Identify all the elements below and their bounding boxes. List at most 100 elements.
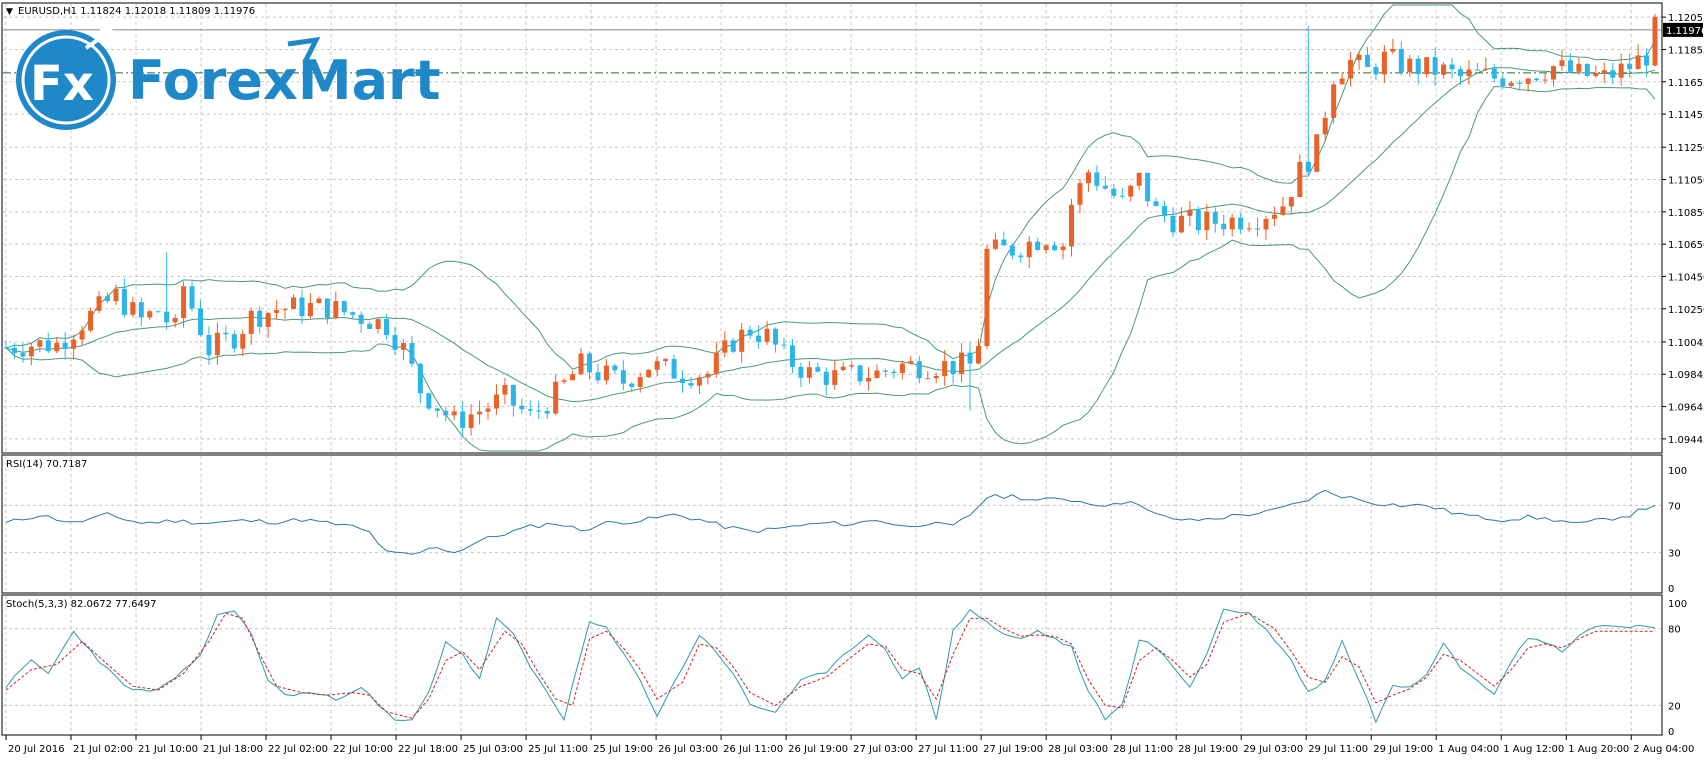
candle-bullish[interactable] xyxy=(1635,55,1641,70)
candle-bearish[interactable] xyxy=(586,353,592,373)
candle-bearish[interactable] xyxy=(3,347,9,349)
candle-bullish[interactable] xyxy=(1246,228,1252,230)
candle-bullish[interactable] xyxy=(316,298,322,304)
candle-bearish[interactable] xyxy=(671,359,677,379)
candle-bullish[interactable] xyxy=(570,374,576,381)
candle-bearish[interactable] xyxy=(1567,60,1573,72)
candle-bearish[interactable] xyxy=(1195,210,1201,231)
candle-bullish[interactable] xyxy=(713,352,719,374)
candle-bearish[interactable] xyxy=(45,340,51,352)
candle-bullish[interactable] xyxy=(1204,211,1210,231)
candle-bullish[interactable] xyxy=(172,318,178,323)
candle-bullish[interactable] xyxy=(1229,217,1235,230)
candle-bullish[interactable] xyxy=(1381,51,1387,75)
candle-bullish[interactable] xyxy=(959,352,965,374)
candle-bearish[interactable] xyxy=(460,411,466,428)
candle-bullish[interactable] xyxy=(1652,16,1658,66)
candle-bearish[interactable] xyxy=(1170,215,1176,233)
candle-bullish[interactable] xyxy=(468,414,474,428)
candle-bearish[interactable] xyxy=(1153,201,1159,207)
candle-bullish[interactable] xyxy=(485,408,491,412)
candle-bearish[interactable] xyxy=(231,334,237,349)
candle-bearish[interactable] xyxy=(527,409,533,411)
candle-bearish[interactable] xyxy=(426,393,432,409)
candle-bullish[interactable] xyxy=(832,370,838,385)
candle-bearish[interactable] xyxy=(688,383,694,386)
candle-bullish[interactable] xyxy=(1525,78,1531,84)
candle-bearish[interactable] xyxy=(1035,241,1041,250)
candle-bearish[interactable] xyxy=(967,352,973,364)
candle-bearish[interactable] xyxy=(891,371,897,373)
candle-bearish[interactable] xyxy=(384,319,390,336)
candle-bearish[interactable] xyxy=(121,288,127,315)
candle-bearish[interactable] xyxy=(350,312,356,315)
candle-bearish[interactable] xyxy=(747,329,753,336)
candle-bearish[interactable] xyxy=(950,360,956,374)
candle-bearish[interactable] xyxy=(324,298,330,318)
candle-bullish[interactable] xyxy=(849,365,855,367)
candle-bullish[interactable] xyxy=(874,370,880,379)
candle-bearish[interactable] xyxy=(443,410,449,416)
candle-bullish[interactable] xyxy=(37,340,43,347)
candle-bullish[interactable] xyxy=(1542,79,1548,81)
candle-bearish[interactable] xyxy=(1458,69,1464,77)
candle-bullish[interactable] xyxy=(1178,215,1184,233)
candle-bearish[interactable] xyxy=(206,334,212,356)
candle-bearish[interactable] xyxy=(629,383,635,387)
candle-bullish[interactable] xyxy=(240,333,246,349)
candle-bearish[interactable] xyxy=(1255,228,1261,230)
candle-bearish[interactable] xyxy=(1145,172,1151,202)
candle-bullish[interactable] xyxy=(130,302,136,315)
candle-bullish[interactable] xyxy=(1441,64,1447,75)
candle-bearish[interactable] xyxy=(536,410,542,412)
candle-bullish[interactable] xyxy=(88,310,94,331)
candle-bearish[interactable] xyxy=(612,365,618,371)
candle-bearish[interactable] xyxy=(882,370,888,372)
candle-bullish[interactable] xyxy=(705,373,711,378)
candlestick-series[interactable] xyxy=(3,13,1658,436)
candle-bullish[interactable] xyxy=(265,313,271,327)
candle-bullish[interactable] xyxy=(214,332,220,356)
candle-bearish[interactable] xyxy=(1162,206,1168,216)
candle-bullish[interactable] xyxy=(806,367,812,378)
candle-bullish[interactable] xyxy=(493,394,499,409)
candle-bullish[interactable] xyxy=(1297,161,1303,198)
candle-bullish[interactable] xyxy=(1322,117,1328,135)
candle-bearish[interactable] xyxy=(1364,54,1370,67)
candle-bullish[interactable] xyxy=(282,309,288,311)
candle-bullish[interactable] xyxy=(1390,48,1396,52)
candle-bearish[interactable] xyxy=(1517,82,1523,84)
candle-bearish[interactable] xyxy=(1212,211,1218,224)
candle-bullish[interactable] xyxy=(1069,204,1075,247)
candle-bearish[interactable] xyxy=(789,345,795,367)
candle-bearish[interactable] xyxy=(417,363,423,394)
candle-bearish[interactable] xyxy=(1052,245,1058,251)
candle-bearish[interactable] xyxy=(916,361,922,379)
candle-bearish[interactable] xyxy=(257,310,263,327)
candle-bearish[interactable] xyxy=(197,308,203,335)
candle-bearish[interactable] xyxy=(1491,68,1497,79)
candle-bullish[interactable] xyxy=(1280,206,1286,215)
candle-bearish[interactable] xyxy=(595,372,601,381)
candle-bearish[interactable] xyxy=(155,311,161,313)
candle-bullish[interactable] xyxy=(1263,218,1269,230)
candle-bearish[interactable] xyxy=(11,347,17,354)
candle-bearish[interactable] xyxy=(392,335,398,350)
candle-bullish[interactable] xyxy=(54,342,60,352)
candle-bearish[interactable] xyxy=(773,328,779,345)
candle-bearish[interactable] xyxy=(223,332,229,335)
candle-bearish[interactable] xyxy=(1094,172,1100,186)
candle-bearish[interactable] xyxy=(620,370,626,384)
candle-bearish[interactable] xyxy=(1373,66,1379,75)
candle-bullish[interactable] xyxy=(1288,197,1294,207)
candle-bullish[interactable] xyxy=(925,378,931,380)
candle-bullish[interactable] xyxy=(307,303,313,317)
candle-bullish[interactable] xyxy=(561,380,567,382)
candle-bullish[interactable] xyxy=(1077,183,1083,205)
candle-bullish[interactable] xyxy=(96,296,102,311)
candle-bullish[interactable] xyxy=(1407,58,1413,73)
candle-bullish[interactable] xyxy=(578,353,584,375)
candle-bearish[interactable] xyxy=(341,301,347,313)
candle-bullish[interactable] xyxy=(1508,82,1514,86)
